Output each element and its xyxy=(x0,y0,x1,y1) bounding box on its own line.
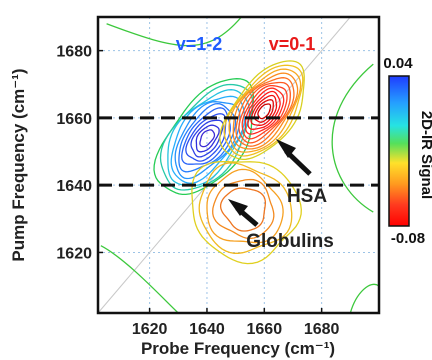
contour-orange-0 xyxy=(191,160,302,265)
contour-blue-9 xyxy=(195,124,220,153)
contour-green-3 xyxy=(349,283,379,313)
contour-red-9 xyxy=(250,94,278,126)
y-tick-labels: 1620 1640 1660 1680 xyxy=(56,44,103,262)
grid-layer xyxy=(98,17,379,313)
y-tick-label-0: 1620 xyxy=(56,245,92,262)
peak-label-v12: v=1-2 xyxy=(176,34,223,54)
contour-blue-3 xyxy=(170,95,246,184)
peak-label-v01: v=0-1 xyxy=(269,34,316,54)
contour-red-8 xyxy=(247,90,281,130)
contour-blue-4 xyxy=(174,101,241,180)
contour-blue-2 xyxy=(167,89,251,187)
contour-orange-3 xyxy=(212,178,275,240)
x-tick-labels: 1620 1640 1660 1680 xyxy=(132,308,340,338)
x-tick-label-0: 1620 xyxy=(132,321,168,338)
contour-red-5 xyxy=(238,81,291,144)
y-tick-label-2: 1660 xyxy=(56,111,92,128)
colorbar-title: 2D-IR Signal xyxy=(418,111,432,199)
y-tick-label-3: 1680 xyxy=(56,44,92,61)
contour-red-11 xyxy=(257,103,272,120)
contour-red-6 xyxy=(241,84,288,140)
contour-orange-1 xyxy=(198,162,293,254)
contour-blue-1 xyxy=(159,83,254,191)
x-tick-label-3: 1680 xyxy=(304,321,340,338)
colorbar: 0.04 -0.08 2D-IR Signal xyxy=(383,55,432,247)
contour-red-1 xyxy=(223,64,304,157)
contour-layer xyxy=(100,17,379,313)
colorbar-max-label: 0.04 xyxy=(383,55,413,72)
contour-red-2 xyxy=(228,68,302,153)
plot-frame xyxy=(96,15,381,315)
colorbar-gradient xyxy=(388,75,410,227)
y-axis-label: Pump Frequency (cm⁻¹) xyxy=(9,68,28,261)
contour-blue-6 xyxy=(181,107,231,165)
contour-green-1 xyxy=(331,63,374,213)
colorbar-min-label: -0.08 xyxy=(391,230,425,247)
contour-red-7 xyxy=(244,87,285,135)
contour-green-0 xyxy=(106,17,242,47)
contour-blue-0 xyxy=(153,78,255,196)
contour-red-4 xyxy=(235,77,295,147)
contour-orange-2 xyxy=(206,168,284,244)
contour-red-0 xyxy=(219,60,305,161)
y-tick-label-1: 1640 xyxy=(56,178,92,195)
contour-green-2 xyxy=(100,245,179,313)
globulins-arrow xyxy=(228,199,259,227)
annotation-globulins: Globulins xyxy=(246,231,334,252)
contour-red-3 xyxy=(232,72,299,150)
contour-blue-10 xyxy=(199,129,216,148)
contour-orange-4 xyxy=(219,187,267,232)
horizontal-cut-lines xyxy=(98,116,379,187)
annotation-hsa: HSA xyxy=(287,186,327,207)
hsa-arrow xyxy=(276,139,312,176)
x-tick-label-1: 1640 xyxy=(189,321,225,338)
contour-red-10 xyxy=(253,99,274,123)
x-tick-label-2: 1660 xyxy=(247,321,283,338)
contour-blue-5 xyxy=(178,102,237,173)
x-axis-label: Probe Frequency (cm⁻¹) xyxy=(141,339,335,358)
